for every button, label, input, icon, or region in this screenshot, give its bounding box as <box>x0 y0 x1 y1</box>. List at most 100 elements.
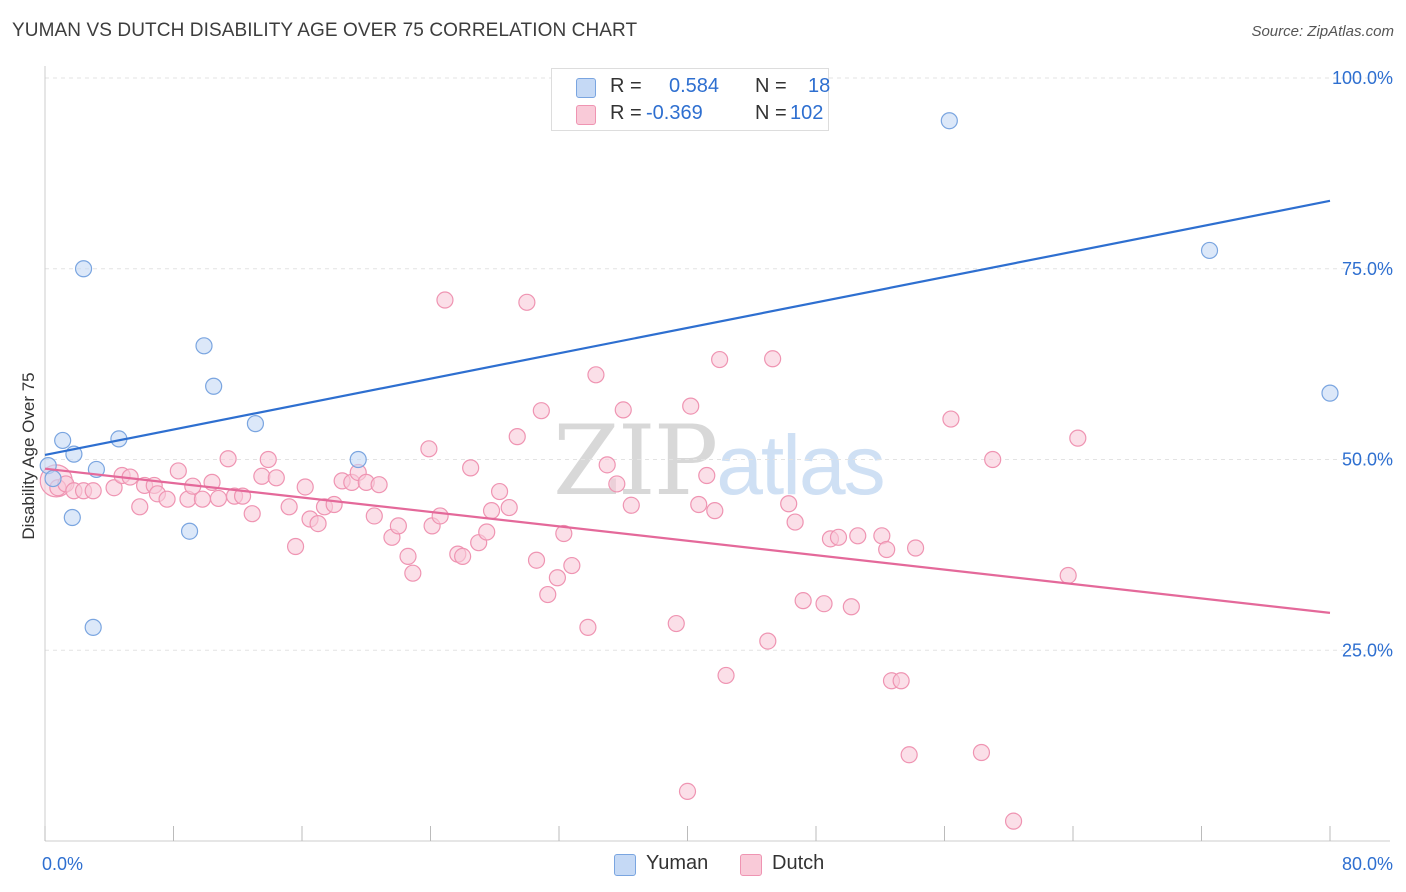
dutch-point <box>490 482 509 501</box>
bottom-legend-label-yuman: Yuman <box>646 852 709 874</box>
dutch-point <box>614 401 632 419</box>
dutch-point <box>678 782 697 801</box>
x-tick-label: 80.0% <box>1342 854 1393 874</box>
dutch-point <box>399 547 417 566</box>
dutch-point <box>436 291 454 309</box>
dutch-point <box>532 402 550 420</box>
dutch-point <box>942 410 960 428</box>
dutch-point <box>454 547 472 566</box>
legend-r-value: -0.369 <box>646 102 703 124</box>
dutch-point <box>829 528 848 546</box>
label-layer: 25.0% 50.0% 75.0% 100.0% 0.0% 80.0% <box>42 68 1393 874</box>
y-axis-title: Disability Age Over 75 <box>19 372 38 539</box>
dutch-point <box>219 450 237 468</box>
dutch-point <box>539 585 557 604</box>
yuman-point <box>44 469 62 488</box>
legend-n-value: 18 <box>808 75 831 97</box>
dutch-point <box>158 490 176 508</box>
dutch-point <box>711 350 729 369</box>
bottom-legend-swatch-dutch <box>740 854 762 876</box>
dutch-point <box>794 592 812 610</box>
dutch-point <box>849 527 867 545</box>
dutch-point <box>389 517 407 535</box>
trend-layer <box>44 199 1331 614</box>
x-tick-label: 0.0% <box>42 854 83 874</box>
dutch-point <box>404 564 422 582</box>
yuman-point <box>54 431 72 450</box>
y-tick-label: 75.0% <box>1342 259 1393 279</box>
dutch-point <box>1069 429 1087 447</box>
dutch-point <box>280 498 298 516</box>
dutch-point <box>243 505 261 523</box>
dutch-point <box>563 556 581 575</box>
dutch-point <box>482 502 501 520</box>
dutch-point <box>579 618 597 636</box>
dutch-point <box>267 469 285 487</box>
dutch-point <box>900 746 918 764</box>
dutch-point <box>780 495 798 513</box>
legend-swatch-yuman <box>576 78 596 98</box>
dutch-point <box>842 598 860 616</box>
dutch-point <box>667 614 685 633</box>
dutch-point <box>608 475 626 493</box>
dutch-point <box>462 459 480 477</box>
dutch-point <box>253 467 271 485</box>
dutch-point <box>518 293 536 311</box>
dutch-point <box>759 632 777 650</box>
dutch-point <box>1059 566 1077 585</box>
dutch-point <box>527 551 546 569</box>
dutch-point <box>84 482 102 500</box>
dutch-point <box>892 672 910 690</box>
dutch-trend-line <box>44 467 1331 614</box>
dutch-point <box>420 440 438 458</box>
dutch-point <box>325 495 343 514</box>
legend-n-value: 102 <box>790 102 824 124</box>
dutch-point <box>878 540 896 559</box>
watermark-atlas: atlas <box>716 418 885 512</box>
dutch-point <box>682 397 700 415</box>
dutch-point <box>500 498 518 517</box>
dutch-point <box>717 666 735 685</box>
yuman-point <box>84 618 102 636</box>
yuman-point <box>63 508 81 527</box>
points-layer <box>39 69 1339 830</box>
yuman-point <box>1321 384 1339 402</box>
dutch-point <box>764 350 782 368</box>
yuman-point <box>940 112 958 130</box>
dutch-point <box>508 428 526 446</box>
yuman-trend-line <box>44 199 1331 457</box>
dutch-point <box>690 495 708 514</box>
axis-layer <box>44 66 1390 842</box>
chart-title: YUMAN VS DUTCH DISABILITY AGE OVER 75 CO… <box>12 20 638 41</box>
yuman-point <box>246 415 265 433</box>
chart-source: Source: ZipAtlas.com <box>1251 23 1394 40</box>
y-tick-label: 100.0% <box>1332 68 1393 88</box>
stats-legend: R = 0.584 N = 18 R = -0.369 N = 102 <box>551 68 831 131</box>
yuman-point <box>1200 241 1219 260</box>
dutch-point <box>786 513 804 531</box>
dutch-point <box>555 524 573 543</box>
legend-n-label: N = <box>755 102 787 124</box>
dutch-point <box>984 450 1002 469</box>
dutch-point <box>906 539 925 557</box>
dutch-point <box>698 466 716 485</box>
dutch-point <box>209 489 228 508</box>
dutch-point <box>370 476 388 494</box>
dutch-point <box>259 450 277 469</box>
yuman-point <box>195 337 213 355</box>
dutch-point <box>431 507 449 525</box>
dutch-point <box>1004 812 1023 830</box>
legend-r-label: R = <box>610 102 642 124</box>
dutch-point <box>286 537 305 556</box>
dutch-point <box>365 507 383 525</box>
dutch-point <box>478 523 496 541</box>
bottom-legend-swatch-yuman <box>614 854 636 876</box>
dutch-point <box>309 514 327 533</box>
legend-r-label: R = <box>610 75 642 97</box>
bottom-legend-label-dutch: Dutch <box>772 852 825 874</box>
dutch-point <box>587 366 605 384</box>
legend-n-label: N = <box>755 75 787 97</box>
yuman-point <box>74 260 93 278</box>
dutch-point <box>131 498 149 516</box>
